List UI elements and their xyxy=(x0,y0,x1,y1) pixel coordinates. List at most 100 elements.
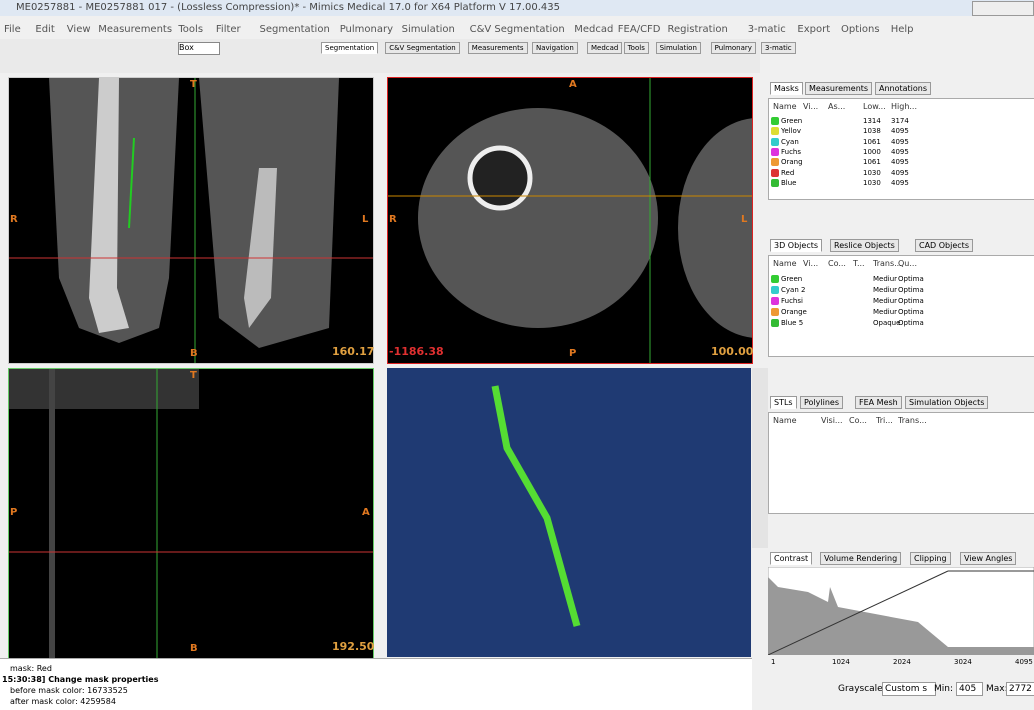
sagittal-view[interactable] xyxy=(8,368,374,659)
column-header: As... xyxy=(828,102,845,111)
mask-name: Blue xyxy=(781,179,797,187)
mask-color[interactable] xyxy=(771,179,779,187)
menu-item[interactable]: Edit xyxy=(35,24,54,35)
panel-tab[interactable]: Simulation Objects xyxy=(905,396,988,409)
menu-item[interactable]: Pulmonary xyxy=(340,24,393,35)
app-window: ME0257881 - ME0257881 017 - (Lossless Co… xyxy=(0,0,1034,709)
object-quality: Optima xyxy=(898,319,924,327)
panel-tab[interactable]: Measurements xyxy=(805,82,872,95)
menu-item[interactable]: Medcad xyxy=(574,24,613,35)
min-input[interactable]: 405 xyxy=(956,682,983,696)
panel-tab[interactable]: Contrast xyxy=(770,552,812,565)
mask-high: 4095 xyxy=(891,127,909,135)
histogram-axis-label: 1024 xyxy=(832,658,850,666)
log-line: 15:30:38] Change mask properties xyxy=(2,675,158,684)
toolbar-tab[interactable]: Measurements xyxy=(468,42,528,54)
mask-name: Red xyxy=(781,169,794,177)
panel-tab[interactable]: Annotations xyxy=(875,82,931,95)
panel-tab[interactable]: 3D Objects xyxy=(770,239,822,252)
histogram-axis-label: 2024 xyxy=(893,658,911,666)
toolbar-tab[interactable]: 3-matic xyxy=(761,42,796,54)
panel-tab[interactable]: Polylines xyxy=(800,396,843,409)
toolbar-tab[interactable]: Navigation xyxy=(532,42,578,54)
orientation-label: B xyxy=(190,643,198,654)
object-color[interactable] xyxy=(771,297,779,305)
stls-table xyxy=(768,412,1034,514)
3d-view[interactable] xyxy=(387,368,751,657)
mask-color[interactable] xyxy=(771,138,779,146)
menu-item[interactable]: Measurements xyxy=(98,24,172,35)
panel-tab[interactable]: Masks xyxy=(770,82,803,95)
mask-color[interactable] xyxy=(771,169,779,177)
panel-tab[interactable]: Volume Rendering xyxy=(820,552,901,565)
objects-table xyxy=(768,255,1034,357)
menu-item[interactable]: Help xyxy=(891,24,914,35)
menu-item[interactable]: Segmentation xyxy=(260,24,330,35)
orientation-label: A xyxy=(569,79,577,90)
panel-tab[interactable]: Reslice Objects xyxy=(830,239,899,252)
menu-item[interactable]: FEA/CFD xyxy=(618,24,661,35)
mask-name: Fuchs xyxy=(781,148,801,156)
toolbar-tab[interactable]: Segmentation xyxy=(321,42,378,54)
mask-color[interactable] xyxy=(771,148,779,156)
column-header: Vi... xyxy=(803,259,818,268)
column-header: Vi... xyxy=(803,102,818,111)
grayscale-select[interactable]: Custom s xyxy=(882,682,936,696)
menu-item[interactable]: Filter xyxy=(216,24,241,35)
orientation-label: R xyxy=(389,214,397,225)
menu-item[interactable]: Registration xyxy=(668,24,728,35)
histogram-axis-label: 3024 xyxy=(954,658,972,666)
mask-color[interactable] xyxy=(771,158,779,166)
mask-high: 4095 xyxy=(891,169,909,177)
object-name: Green xyxy=(781,275,802,283)
menu-item[interactable]: Tools xyxy=(178,24,203,35)
menu-item[interactable]: File xyxy=(4,24,21,35)
orientation-label: R xyxy=(10,214,18,225)
view-mode-select[interactable]: Box xyxy=(178,42,220,55)
menu-item[interactable]: 3-matic xyxy=(748,24,786,35)
toolbar-tab[interactable]: Pulmonary xyxy=(711,42,756,54)
column-header: Qu... xyxy=(898,259,917,268)
histogram-axis-label: 1 xyxy=(771,658,775,666)
mask-color[interactable] xyxy=(771,117,779,125)
mask-color[interactable] xyxy=(771,127,779,135)
object-name: Orange xyxy=(781,308,807,316)
mask-low: 1038 xyxy=(863,127,881,135)
panel-tab[interactable]: CAD Objects xyxy=(915,239,973,252)
panel-tab[interactable]: STLs xyxy=(770,396,797,409)
object-name: Blue 5 xyxy=(781,319,803,327)
toolbar-tab[interactable]: Simulation xyxy=(656,42,701,54)
toolbar-tab[interactable]: Tools xyxy=(624,42,649,54)
menu-item[interactable]: C&V Segmentation xyxy=(470,24,565,35)
coronal-view[interactable] xyxy=(8,77,374,364)
window-controls[interactable] xyxy=(972,1,1034,16)
menu-item[interactable]: View xyxy=(67,24,91,35)
orientation-label: T xyxy=(190,79,197,90)
toolbar-tab[interactable]: C&V Segmentation xyxy=(385,42,460,54)
object-quality: Optima xyxy=(898,286,924,294)
mask-name: Orang xyxy=(781,158,803,166)
log-line: mask: Red xyxy=(10,664,52,673)
max-input[interactable]: 2772 xyxy=(1006,682,1034,696)
panel-tab[interactable]: View Angles xyxy=(960,552,1016,565)
object-color[interactable] xyxy=(771,308,779,316)
column-header: Co... xyxy=(828,259,846,268)
menu-item[interactable]: Simulation xyxy=(402,24,455,35)
slice-position: -1186.38 xyxy=(389,345,444,358)
menu-item[interactable]: Options xyxy=(841,24,880,35)
panel-tab[interactable]: FEA Mesh xyxy=(855,396,902,409)
orientation-label: P xyxy=(569,348,576,359)
menu-item[interactable]: Export xyxy=(797,24,830,35)
panel-tab[interactable]: Clipping xyxy=(910,552,951,565)
object-color[interactable] xyxy=(771,286,779,294)
column-header: T... xyxy=(853,259,865,268)
axial-view[interactable] xyxy=(387,77,753,364)
mask-low: 1000 xyxy=(863,148,881,156)
object-color[interactable] xyxy=(771,319,779,327)
view-toolbar[interactable] xyxy=(752,368,768,548)
object-color[interactable] xyxy=(771,275,779,283)
toolbar-tab[interactable]: Medcad xyxy=(587,42,622,54)
column-header: Name xyxy=(773,416,797,425)
slice-position: 192.50 xyxy=(332,640,374,653)
object-quality: Optima xyxy=(898,308,924,316)
